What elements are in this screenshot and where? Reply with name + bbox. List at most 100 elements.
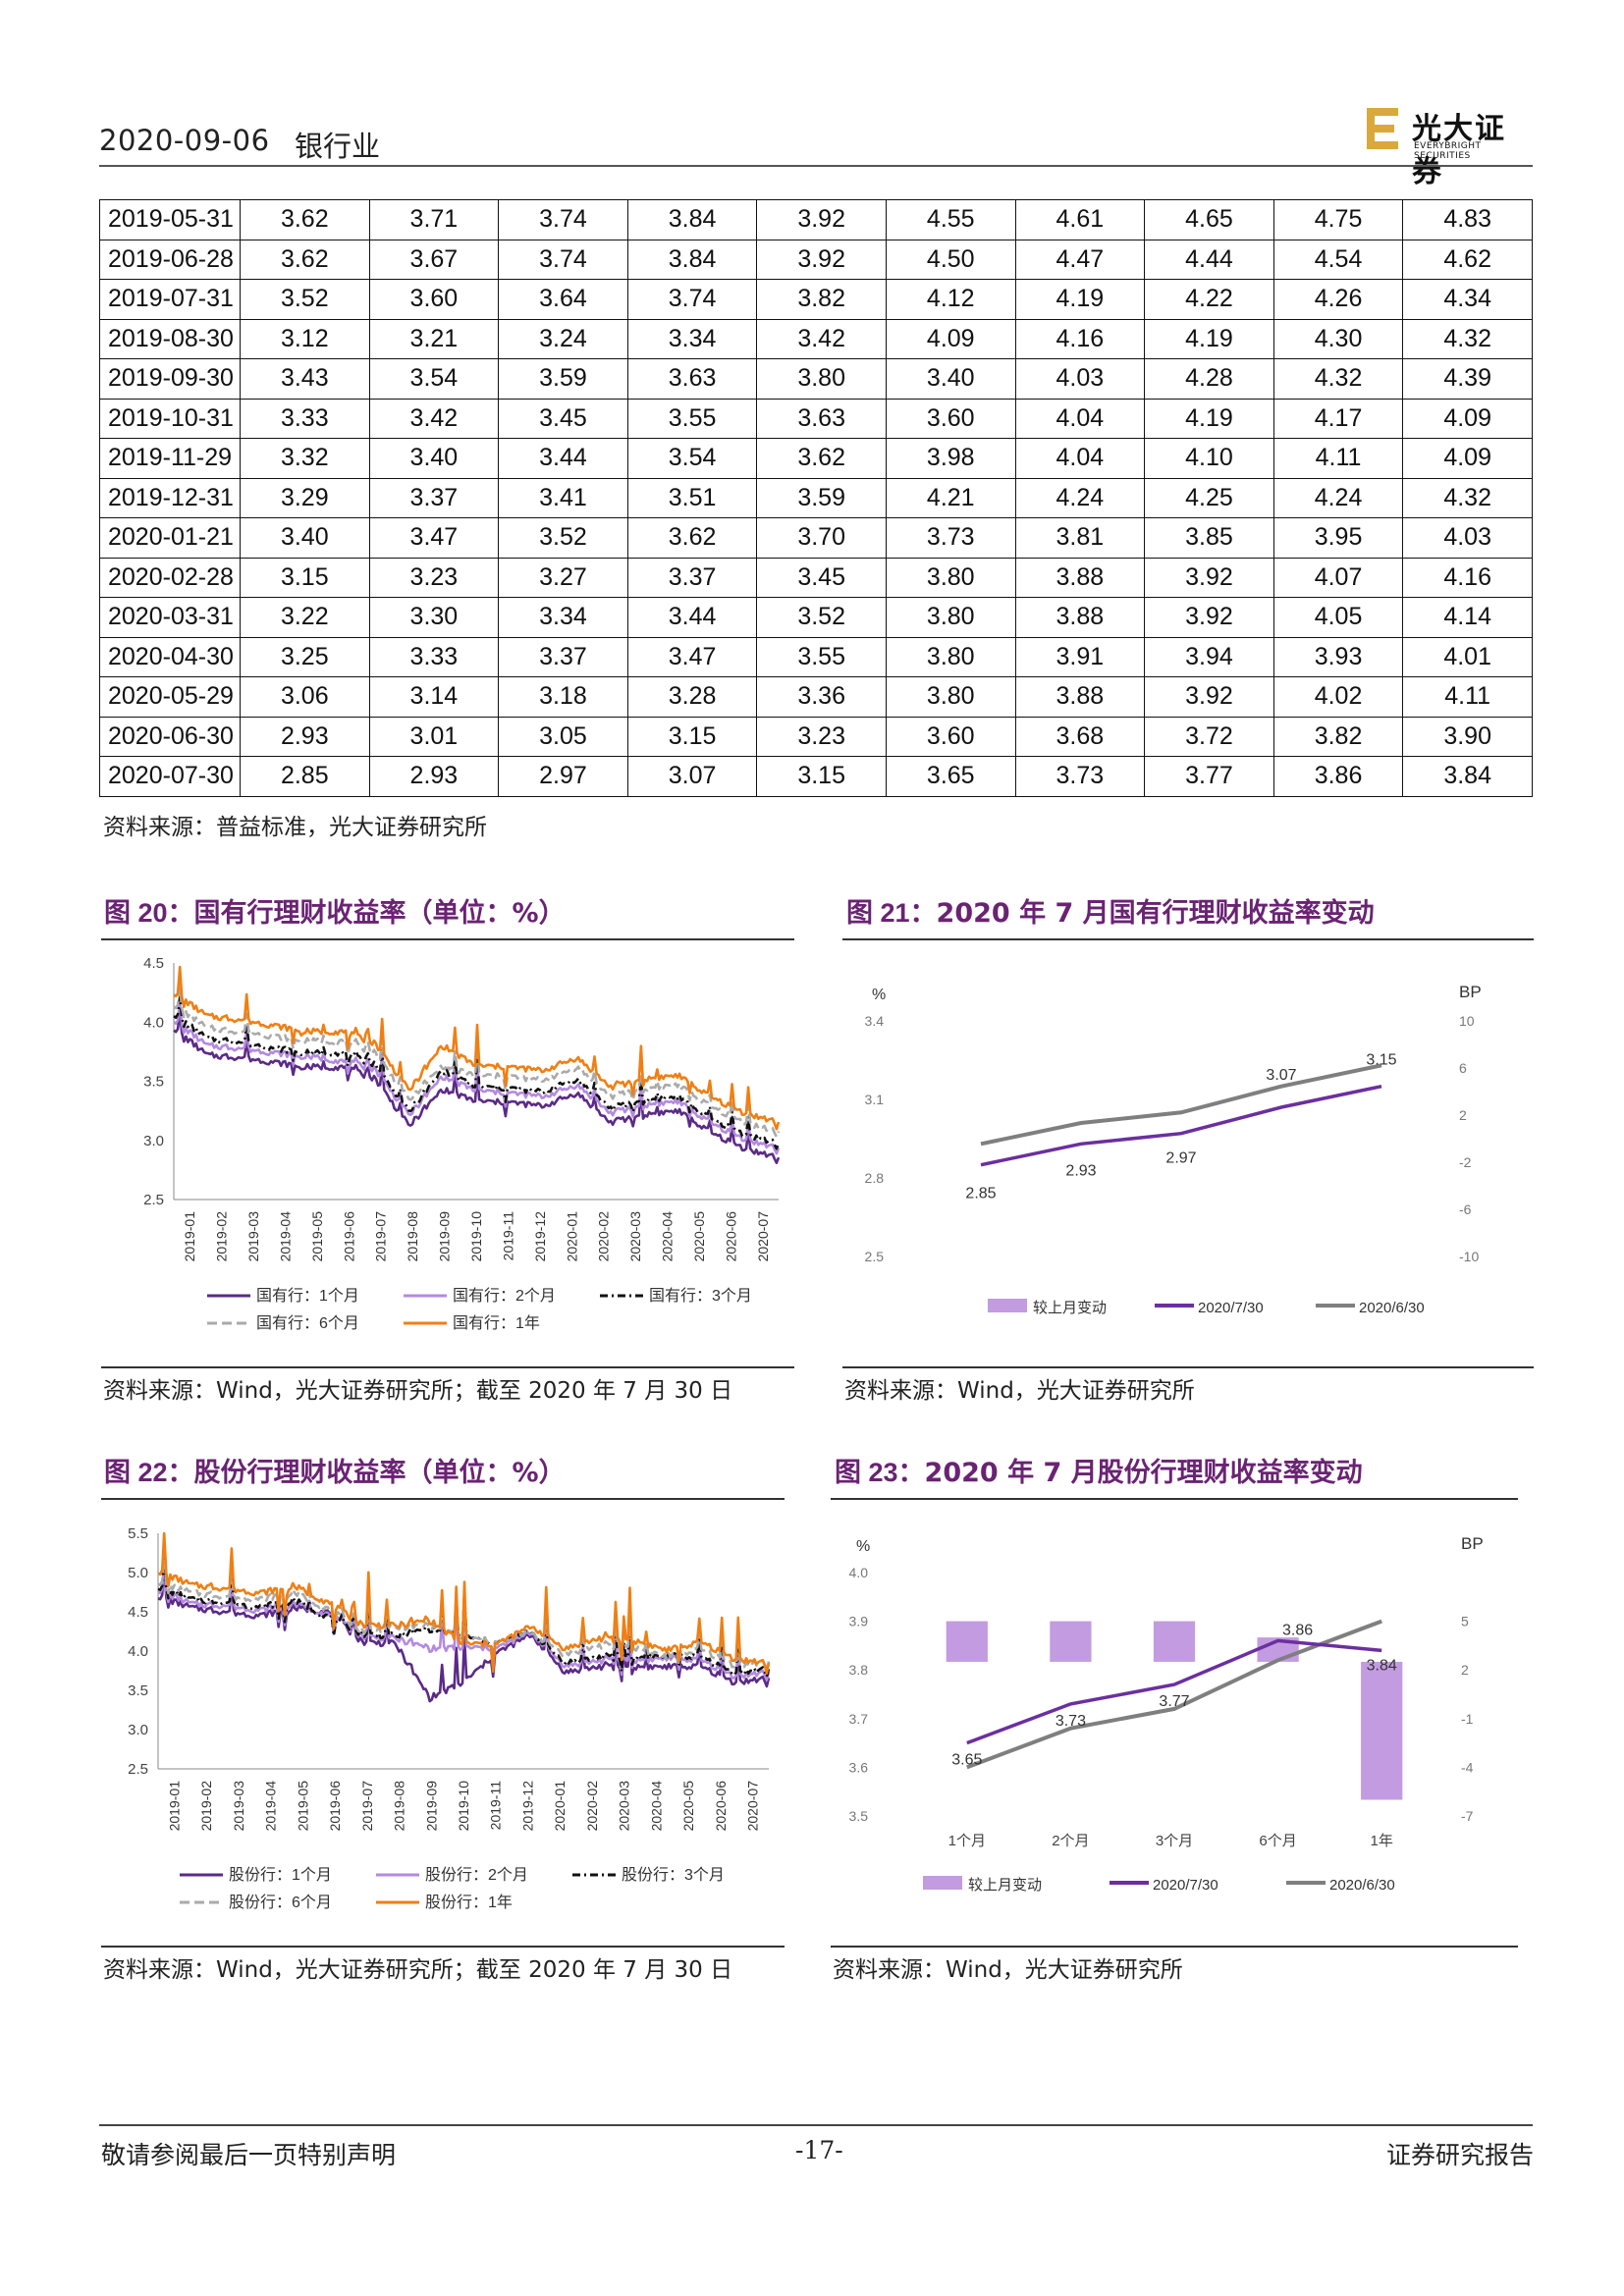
legend-label: 2020/7/30 bbox=[1153, 1877, 1218, 1894]
yield-cell: 3.73 bbox=[885, 517, 1016, 559]
report-date: 2020-09-06 bbox=[99, 124, 270, 157]
yield-cell: 3.88 bbox=[1014, 597, 1146, 638]
yield-cell: 4.55 bbox=[885, 199, 1016, 240]
yield-cell: 4.16 bbox=[1014, 318, 1146, 359]
y-tick-label: 4.5 bbox=[143, 955, 164, 972]
yield-cell: 4.09 bbox=[1402, 398, 1533, 439]
legend-label: 股份行：1个月 bbox=[229, 1866, 332, 1884]
fig22-title-rule bbox=[101, 1498, 785, 1500]
yield-cell: 3.44 bbox=[498, 438, 628, 479]
fig20-label: 图 20 bbox=[104, 898, 168, 928]
yield-cell: 4.22 bbox=[1144, 279, 1274, 320]
date-cell: 2020-01-21 bbox=[99, 517, 241, 559]
yield-cell: 4.24 bbox=[1014, 477, 1146, 518]
fig20-title: 图 20：国有行理财收益率（单位：%） bbox=[104, 891, 566, 930]
table-source: 资料来源：普益标准，光大证券研究所 bbox=[103, 815, 487, 840]
fig23-colon: ： bbox=[897, 1458, 925, 1488]
company-logo: 光大证券 EVERYBRIGHT SECURITIES bbox=[1361, 104, 1534, 189]
fig21-chart: % BP 2.5 2.8 3.1 3.4 -10 -6 -2 2 6 10 2.85 2.93 2.97 3.… bbox=[865, 983, 1482, 1316]
right-tick-label: -2 bbox=[1459, 1154, 1472, 1170]
x-tick-label: 2019-06 bbox=[327, 1781, 343, 1832]
yield-cell: 4.47 bbox=[1014, 239, 1146, 280]
right-tick-label: 2 bbox=[1459, 1107, 1467, 1123]
yield-cell: 3.62 bbox=[240, 199, 370, 240]
yield-cell: 4.17 bbox=[1272, 398, 1404, 439]
yield-cell: 4.16 bbox=[1402, 557, 1533, 598]
yield-cell: 4.14 bbox=[1402, 597, 1533, 638]
y-tick-label: 5.5 bbox=[128, 1525, 148, 1542]
y-tick-label: 3.0 bbox=[128, 1722, 148, 1738]
yield-cell: 3.74 bbox=[498, 239, 628, 280]
yield-cell: 3.27 bbox=[498, 557, 628, 598]
x-tick-label: 2020-01 bbox=[552, 1781, 568, 1832]
table-row: 2020-04-30 3.25 3.33 3.37 3.47 3.55 3.80 3.91 3.… bbox=[99, 636, 1533, 677]
logo-mark-icon bbox=[1367, 108, 1398, 149]
yield-cell: 3.43 bbox=[240, 358, 370, 400]
fig22-label: 图 22 bbox=[104, 1458, 168, 1487]
fig21-title-rule bbox=[842, 938, 1534, 940]
fig23-title-rule bbox=[831, 1498, 1518, 1500]
x-tick-label: 2019-01 bbox=[182, 1211, 197, 1262]
yield-cell: 3.91 bbox=[1014, 636, 1146, 677]
yield-cell: 4.62 bbox=[1402, 239, 1533, 280]
line-2020-06-30 bbox=[966, 1619, 1382, 1770]
left-tick-label: 3.4 bbox=[865, 1013, 885, 1029]
yield-cell: 4.19 bbox=[1014, 279, 1146, 320]
header-divider bbox=[99, 165, 1533, 167]
yield-cell: 3.54 bbox=[368, 358, 500, 400]
yield-cell: 4.32 bbox=[1272, 358, 1404, 400]
table-row: 2019-07-31 3.52 3.60 3.64 3.74 3.82 4.12 4.19 4.… bbox=[99, 279, 1533, 320]
yield-cell: 3.34 bbox=[498, 597, 628, 638]
x-tick-label: 2020-06 bbox=[713, 1781, 729, 1832]
fig20-source: 资料来源：Wind，光大证券研究所；截至 2020 年 7 月 30 日 bbox=[103, 1378, 733, 1404]
yield-cell: 3.92 bbox=[756, 239, 887, 280]
yield-cell: 3.34 bbox=[626, 318, 758, 359]
x-category-label: 1年 bbox=[1371, 1833, 1393, 1849]
legend-label: 2020/6/30 bbox=[1359, 1300, 1425, 1316]
yield-cell: 4.10 bbox=[1144, 438, 1274, 479]
x-category-label: 3个月 bbox=[1156, 1833, 1193, 1849]
yield-cell: 3.82 bbox=[756, 279, 887, 320]
yield-cell: 3.82 bbox=[1272, 716, 1404, 757]
fig20-chart: 2.5 3.0 3.5 4.0 4.5 2019-01 2019-02 2019-03 2019… bbox=[143, 955, 781, 1332]
date-cell: 2020-03-31 bbox=[99, 597, 241, 638]
yield-cell: 2.97 bbox=[498, 756, 628, 797]
data-label: 2.93 bbox=[1065, 1162, 1096, 1179]
date-cell: 2020-04-30 bbox=[99, 636, 241, 677]
legend-label: 国有行：3个月 bbox=[649, 1287, 752, 1305]
fig22-bottom-rule bbox=[101, 1946, 785, 1948]
yield-cell: 3.06 bbox=[240, 676, 370, 718]
table-row: 2020-01-21 3.40 3.47 3.52 3.62 3.70 3.73 3.81 3.… bbox=[99, 517, 1533, 559]
yield-cell: 4.44 bbox=[1144, 239, 1274, 280]
yield-cell: 3.55 bbox=[756, 636, 887, 677]
yield-cell: 3.80 bbox=[756, 358, 887, 400]
yield-cell: 3.12 bbox=[240, 318, 370, 359]
yield-cell: 4.30 bbox=[1272, 318, 1404, 359]
yield-cell: 3.23 bbox=[368, 557, 500, 598]
date-cell: 2019-07-31 bbox=[99, 279, 241, 320]
yield-cell: 3.30 bbox=[368, 597, 500, 638]
yield-cell: 3.92 bbox=[756, 199, 887, 240]
legend-label: 国有行：6个月 bbox=[256, 1314, 359, 1332]
table-row: 2020-03-31 3.22 3.30 3.34 3.44 3.52 3.80 3.88 3.… bbox=[99, 597, 1533, 638]
legend-label: 股份行：3个月 bbox=[622, 1866, 725, 1884]
y-tick-label: 4.0 bbox=[143, 1014, 164, 1031]
fig21-bottom-rule bbox=[842, 1366, 1534, 1368]
yield-cell: 4.28 bbox=[1144, 358, 1274, 400]
data-label: 3.07 bbox=[1266, 1067, 1296, 1084]
yield-cell: 4.19 bbox=[1144, 318, 1274, 359]
x-tick-label: 2019-11 bbox=[500, 1211, 515, 1261]
right-tick-label: 10 bbox=[1459, 1013, 1475, 1029]
x-tick-label: 2019-01 bbox=[166, 1781, 182, 1832]
yield-cell: 3.21 bbox=[368, 318, 500, 359]
date-cell: 2019-08-30 bbox=[99, 318, 241, 359]
yield-cell: 3.80 bbox=[885, 597, 1016, 638]
left-tick-label: 3.9 bbox=[849, 1614, 869, 1629]
series-line bbox=[157, 1531, 771, 1675]
data-label: 3.15 bbox=[1366, 1052, 1396, 1069]
x-tick-label: 2019-11 bbox=[488, 1781, 504, 1831]
date-cell: 2019-12-31 bbox=[99, 477, 241, 518]
yield-cell: 3.81 bbox=[1014, 517, 1146, 559]
y-tick-label: 3.0 bbox=[143, 1133, 164, 1149]
yield-cell: 4.26 bbox=[1272, 279, 1404, 320]
